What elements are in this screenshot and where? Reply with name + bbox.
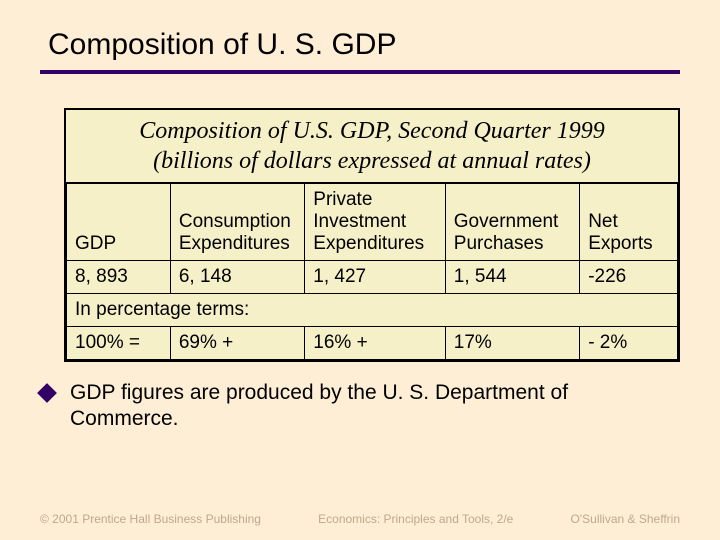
- col-header-gdp: GDP: [67, 184, 171, 261]
- cell-netexports-value: -226: [580, 261, 678, 294]
- table-row: 100% = 69% + 16% + 17% - 2%: [67, 327, 678, 360]
- col-header-investment: Private Investment Expenditures: [305, 184, 446, 261]
- col-header-government: Government Purchases: [445, 184, 579, 261]
- cell-gdp-value: 8, 893: [67, 261, 171, 294]
- footer-right: O'Sullivan & Sheffrin: [571, 512, 680, 526]
- cell-netexports-percent: - 2%: [580, 327, 678, 360]
- cell-government-value: 1, 544: [445, 261, 579, 294]
- diamond-bullet-icon: [37, 383, 57, 403]
- col-header-netexports: Net Exports: [580, 184, 678, 261]
- cell-investment-value: 1, 427: [305, 261, 446, 294]
- footer-center: Economics: Principles and Tools, 2/e: [318, 512, 513, 526]
- table-caption: Composition of U.S. GDP, Second Quarter …: [66, 110, 678, 183]
- col-header-consumption: Consumption Expenditures: [170, 184, 304, 261]
- table-header-row: GDP Consumption Expenditures Private Inv…: [67, 184, 678, 261]
- bullet-text: GDP figures are produced by the U. S. De…: [70, 380, 664, 433]
- cell-gdp-percent: 100% =: [67, 327, 171, 360]
- gdp-table-container: Composition of U.S. GDP, Second Quarter …: [64, 108, 680, 362]
- slide-footer: © 2001 Prentice Hall Business Publishing…: [0, 512, 720, 526]
- table-caption-line2: (billions of dollars expressed at annual…: [153, 148, 591, 174]
- footer-left: © 2001 Prentice Hall Business Publishing: [40, 512, 261, 526]
- bullet-item: GDP figures are produced by the U. S. De…: [40, 380, 664, 433]
- gdp-table: GDP Consumption Expenditures Private Inv…: [66, 183, 678, 360]
- cell-investment-percent: 16% +: [305, 327, 446, 360]
- percentage-terms-label: In percentage terms:: [67, 294, 678, 327]
- title-rule: [40, 70, 680, 74]
- cell-consumption-value: 6, 148: [170, 261, 304, 294]
- cell-consumption-percent: 69% +: [170, 327, 304, 360]
- slide-title: Composition of U. S. GDP: [0, 0, 720, 70]
- table-row: 8, 893 6, 148 1, 427 1, 544 -226: [67, 261, 678, 294]
- cell-government-percent: 17%: [445, 327, 579, 360]
- table-caption-line1: Composition of U.S. GDP, Second Quarter …: [139, 118, 605, 144]
- table-row: In percentage terms:: [67, 294, 678, 327]
